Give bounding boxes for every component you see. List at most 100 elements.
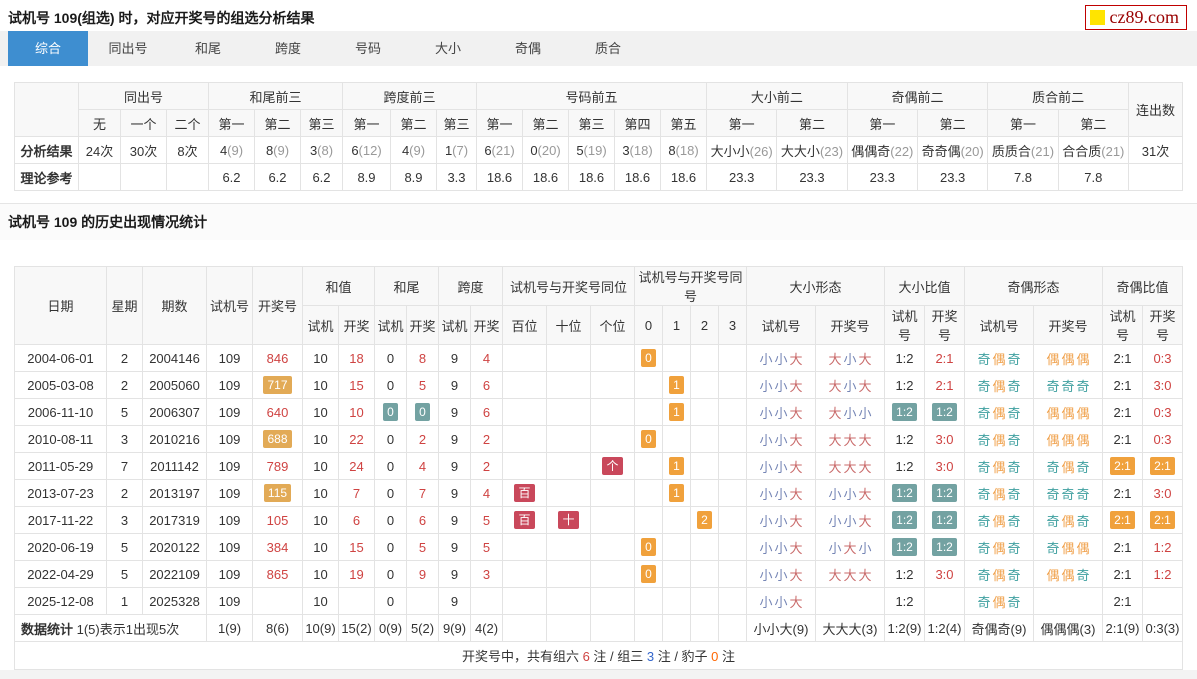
highlight-badge: 717 (263, 376, 292, 394)
table-row: 理论参考 6.2 6.2 6.2 8.9 8.9 3.3 18.6 18.6 18.6 18.6 18… (14, 163, 1183, 191)
pattern-cell: 奇偶奇 (964, 479, 1034, 507)
highlight-badge: 1:2 (892, 403, 917, 421)
pattern-cell: 奇偶奇 (1033, 506, 1103, 534)
pattern-cell: 小小大 (746, 344, 816, 372)
header-row: 日期 星期 期数 试机号 开奖号 和值 和尾 跨度 试机号与开奖号同位 试机号与开奖号同号 大小形态… (14, 266, 1183, 345)
pattern-cell: 奇偶奇 (964, 371, 1034, 399)
tab-2[interactable]: 和尾 (194, 41, 221, 56)
pattern-cell: 小小大 (746, 371, 816, 399)
highlight-badge: 1:2 (932, 403, 957, 421)
highlight-badge: 1:2 (932, 484, 957, 502)
pattern-cell: 奇偶奇 (964, 533, 1034, 561)
pattern-cell: 大大大 (815, 425, 885, 453)
pattern-cell: 小小大 (746, 425, 816, 453)
row-label: 分析结果 (14, 136, 79, 164)
table-row: 2013-07-23 2 2013197 109 115 10 7 0 7 9 4 百 1 小小大小小大 1… (14, 479, 1183, 507)
highlight-badge: 1 (669, 457, 684, 475)
table-row: 2011-05-29 7 2011142 109 789 10 24 0 4 9 2 个 1 小小大大大大… (14, 452, 1183, 480)
pattern-cell: 奇偶奇 (964, 560, 1034, 588)
stats-label: 数据统计 1(5)表示1出现5次 (14, 614, 207, 642)
highlight-badge: 0 (641, 349, 656, 367)
highlight-badge: 2 (697, 511, 712, 529)
table-row: 2005-03-08 2 2005060 109 717 10 15 0 5 9 6 1 小小大大小大 1… (14, 371, 1183, 399)
history-thead: 日期 星期 期数 试机号 开奖号 和值 和尾 跨度 试机号与开奖号同位 试机号与开奖号同号 大小形态… (14, 266, 1183, 345)
tab-6[interactable]: 奇偶 (514, 41, 541, 56)
table-row: 2025-12-08 1 2025328 109 10 0 9 小小大 1:2 奇偶奇 2:1 (14, 587, 1183, 615)
highlight-badge: 0 (383, 403, 398, 421)
pattern-cell: 小小大 (746, 533, 816, 561)
highlight-badge: 115 (263, 484, 292, 502)
table-row: 2022-04-29 5 2022109 109 865 10 19 0 9 9 3 0 小小大大大大 1… (14, 560, 1183, 588)
highlight-badge: 1 (669, 376, 684, 394)
pattern-cell: 偶偶奇 (1033, 560, 1103, 588)
highlight-badge: 2:1 (1150, 457, 1175, 475)
tab-7[interactable]: 质合 (594, 41, 621, 56)
highlight-badge: 1:2 (892, 511, 917, 529)
pattern-cell: 奇偶奇 (964, 425, 1034, 453)
table-row: 2017-11-22 3 2017319 109 105 10 6 0 6 9 5 百十 2 小小大小小大… (14, 506, 1183, 534)
highlight-badge: 1:2 (932, 511, 957, 529)
pattern-cell: 奇偶奇 (964, 506, 1034, 534)
pattern-cell: 大大大 (815, 560, 885, 588)
highlight-badge: 0 (641, 430, 656, 448)
history-table: 日期 星期 期数 试机号 开奖号 和值 和尾 跨度 试机号与开奖号同位 试机号与开奖号同号 大小形态… (14, 266, 1183, 670)
pattern-cell: 奇偶偶 (1033, 533, 1103, 561)
tab-1[interactable]: 同出号 (108, 41, 148, 56)
highlight-badge: 0 (641, 565, 656, 583)
tab-5[interactable]: 大小 (434, 41, 461, 56)
history-section-title: 试机号 109 的历史出现情况统计 (8, 214, 208, 230)
highlight-badge: 个 (602, 457, 623, 475)
logo-text: cz89.com (1109, 7, 1179, 27)
pattern-cell: 奇偶奇 (964, 452, 1034, 480)
analysis-tbody: 分析结果 24次 30次 8次 4(9) 8(9) 3(8) 6(12) 4(9) 1(7) 6(2… (14, 136, 1183, 191)
tab-bar: 综合 同出号 和尾 跨度 号码 大小 奇偶 质合 (0, 31, 1197, 66)
pattern-cell: 奇偶奇 (964, 587, 1034, 615)
pattern-cell: 大大大 (815, 452, 885, 480)
pattern-cell: 小大小 (815, 533, 885, 561)
highlight-badge: 1:2 (932, 538, 957, 556)
pattern-cell: 奇偶奇 (964, 344, 1034, 372)
page-title: 试机号 109(组选) 时，对应开奖号的组选分析结果 (8, 10, 315, 26)
pattern-cell: 偶偶偶 (1033, 398, 1103, 426)
history-tbody: 2004-06-01 2 2004146 109 846 10 18 0 8 9 4 0 小小大大小大 1… (14, 344, 1183, 670)
page-bottom-strip (0, 670, 1197, 679)
pattern-cell: 小小大 (746, 506, 816, 534)
pattern-cell: 大小大 (815, 344, 885, 372)
pattern-cell: 偶偶偶 (1033, 344, 1103, 372)
highlight-badge: 1 (669, 484, 684, 502)
pattern-cell: 小小大 (746, 560, 816, 588)
pattern-cell: 小小大 (746, 479, 816, 507)
history-section-bar: 试机号 109 的历史出现情况统计 (0, 203, 1197, 240)
pattern-cell: 小小大 (746, 452, 816, 480)
table-row: 2004-06-01 2 2004146 109 846 10 18 0 8 9 4 0 小小大大小大 1… (14, 344, 1183, 372)
highlight-badge: 1:2 (892, 538, 917, 556)
highlight-badge: 0 (641, 538, 656, 556)
tab-4[interactable]: 号码 (354, 41, 381, 56)
analysis-table: 同出号 和尾前三 跨度前三 号码前五 大小前二 奇偶前二 质合前二 连出数无一个 二个 第一 第二第… (14, 82, 1183, 191)
stats-row: 数据统计 1(5)表示1出现5次 1(9) 8(6) 10(9) 15(2) 0(9) 5(… (14, 614, 1183, 642)
table-row: 2006-11-10 5 2006307 109 640 10 10 0 0 9 6 1 小小大大小小 1… (14, 398, 1183, 426)
site-logo[interactable]: cz89.com (1084, 5, 1187, 30)
pattern-cell: 奇奇奇 (1033, 371, 1103, 399)
row-label: 理论参考 (14, 163, 79, 191)
pattern-cell: 大小大 (815, 371, 885, 399)
header-row: 无一个 二个 第一 第二 第三 第一 第二 第三 第一 第二 第三 第四 第五 第一 第二 第一 第二 第一 第二 (15, 109, 1183, 137)
pattern-cell: 小小大 (815, 479, 885, 507)
tab-3[interactable]: 跨度 (274, 41, 301, 56)
summary-text: 开奖号中，共有组六 6 注 / 组三 3 注 / 豹子 0 注 (14, 641, 1183, 670)
tab-0[interactable]: 综合 (8, 31, 88, 66)
header-row: 试机 开奖 试机 开奖 试机 开奖 百位 十位 个位 0 1 2 3 试机号 开奖号 试机号 开奖号 试机号 开奖号… (15, 305, 1183, 345)
analysis-table-wrap: 同出号 和尾前三 跨度前三 号码前五 大小前二 奇偶前二 质合前二 连出数无一个 二个 第一 第二第… (14, 82, 1183, 191)
highlight-badge: 688 (263, 430, 292, 448)
pattern-cell: 小小大 (815, 506, 885, 534)
highlight-badge: 2:1 (1110, 511, 1135, 529)
pattern-cell: 大小小 (815, 398, 885, 426)
highlight-badge: 百 (514, 484, 535, 502)
highlight-badge: 0 (415, 403, 430, 421)
pattern-cell: 偶偶偶 (1033, 425, 1103, 453)
analysis-thead: 同出号 和尾前三 跨度前三 号码前五 大小前二 奇偶前二 质合前二 连出数无一个 二个 第一 第二第… (14, 82, 1183, 137)
header-row: 同出号 和尾前三 跨度前三 号码前五 大小前二 奇偶前二 质合前二 连出数 (14, 82, 1183, 137)
pattern-cell: 奇偶奇 (964, 398, 1034, 426)
history-table-wrap: 日期 星期 期数 试机号 开奖号 和值 和尾 跨度 试机号与开奖号同位 试机号与开奖号同号 大小形态… (14, 266, 1183, 670)
pattern-cell: 奇奇奇 (1033, 479, 1103, 507)
